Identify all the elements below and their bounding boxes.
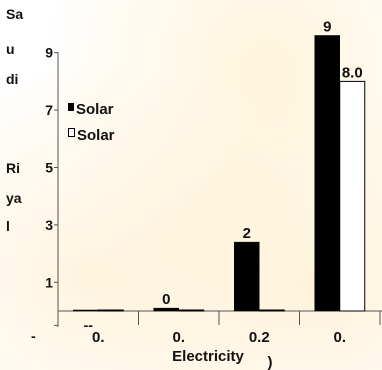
x-axis-label-suffix: ) [268, 354, 273, 370]
y-axis-label-line-3: di [6, 71, 19, 87]
bar-series-2-cat-2 [178, 309, 205, 312]
x-tick-label-prefix-1: -- [84, 317, 94, 333]
y-axis-label-line-5: ya [6, 190, 22, 206]
legend-item-series-1: Solar [68, 101, 114, 118]
bar-series-1-cat-2 [153, 307, 179, 312]
y-axis-label-line-1: Sa [6, 6, 24, 22]
bar-series-1-cat-3 [234, 241, 260, 312]
legend-label-series-2: Solar [77, 127, 115, 144]
y-tick-label: 9 [45, 45, 53, 61]
x-tick-label-1: 0. [92, 329, 105, 346]
bar-series-1-cat-1 [73, 309, 99, 312]
data-label-series-1-cat-3: 2 [243, 225, 251, 242]
bar-series-2-cat-3 [258, 309, 285, 312]
data-label-series-2-cat-4: 8.0 [342, 64, 363, 81]
y-tick-label: - [31, 328, 36, 344]
y-axis-label-line-6: l [6, 218, 10, 234]
data-label-series-1-cat-4: 9 [323, 18, 331, 35]
bar-series-2-cat-1 [97, 309, 124, 312]
y-tick-label: 5 [45, 160, 53, 176]
bar-series-1-cat-4 [314, 35, 340, 312]
bar-series-2-cat-4 [339, 80, 366, 312]
x-tick-label-2: 0. [172, 329, 185, 346]
legend-swatch-series-2 [68, 128, 75, 137]
y-tick-label: 7 [45, 102, 53, 118]
legend-label-series-1: Solar [76, 101, 114, 118]
x-tick-label-3: 0.2 [249, 329, 270, 346]
x-axis-label: Electricity [172, 348, 244, 365]
legend-item-series-2: Solar [68, 127, 115, 144]
x-tick-label-4: 0. [333, 329, 346, 346]
y-axis-label-line-2: u [6, 41, 15, 57]
y-axis-label-line-4: Ri [6, 160, 20, 176]
legend-swatch-series-1 [68, 102, 74, 111]
data-label-series-1-cat-2: 0 [162, 291, 170, 308]
y-tick-label: 3 [45, 217, 53, 233]
y-tick-label: 1 [45, 274, 53, 290]
